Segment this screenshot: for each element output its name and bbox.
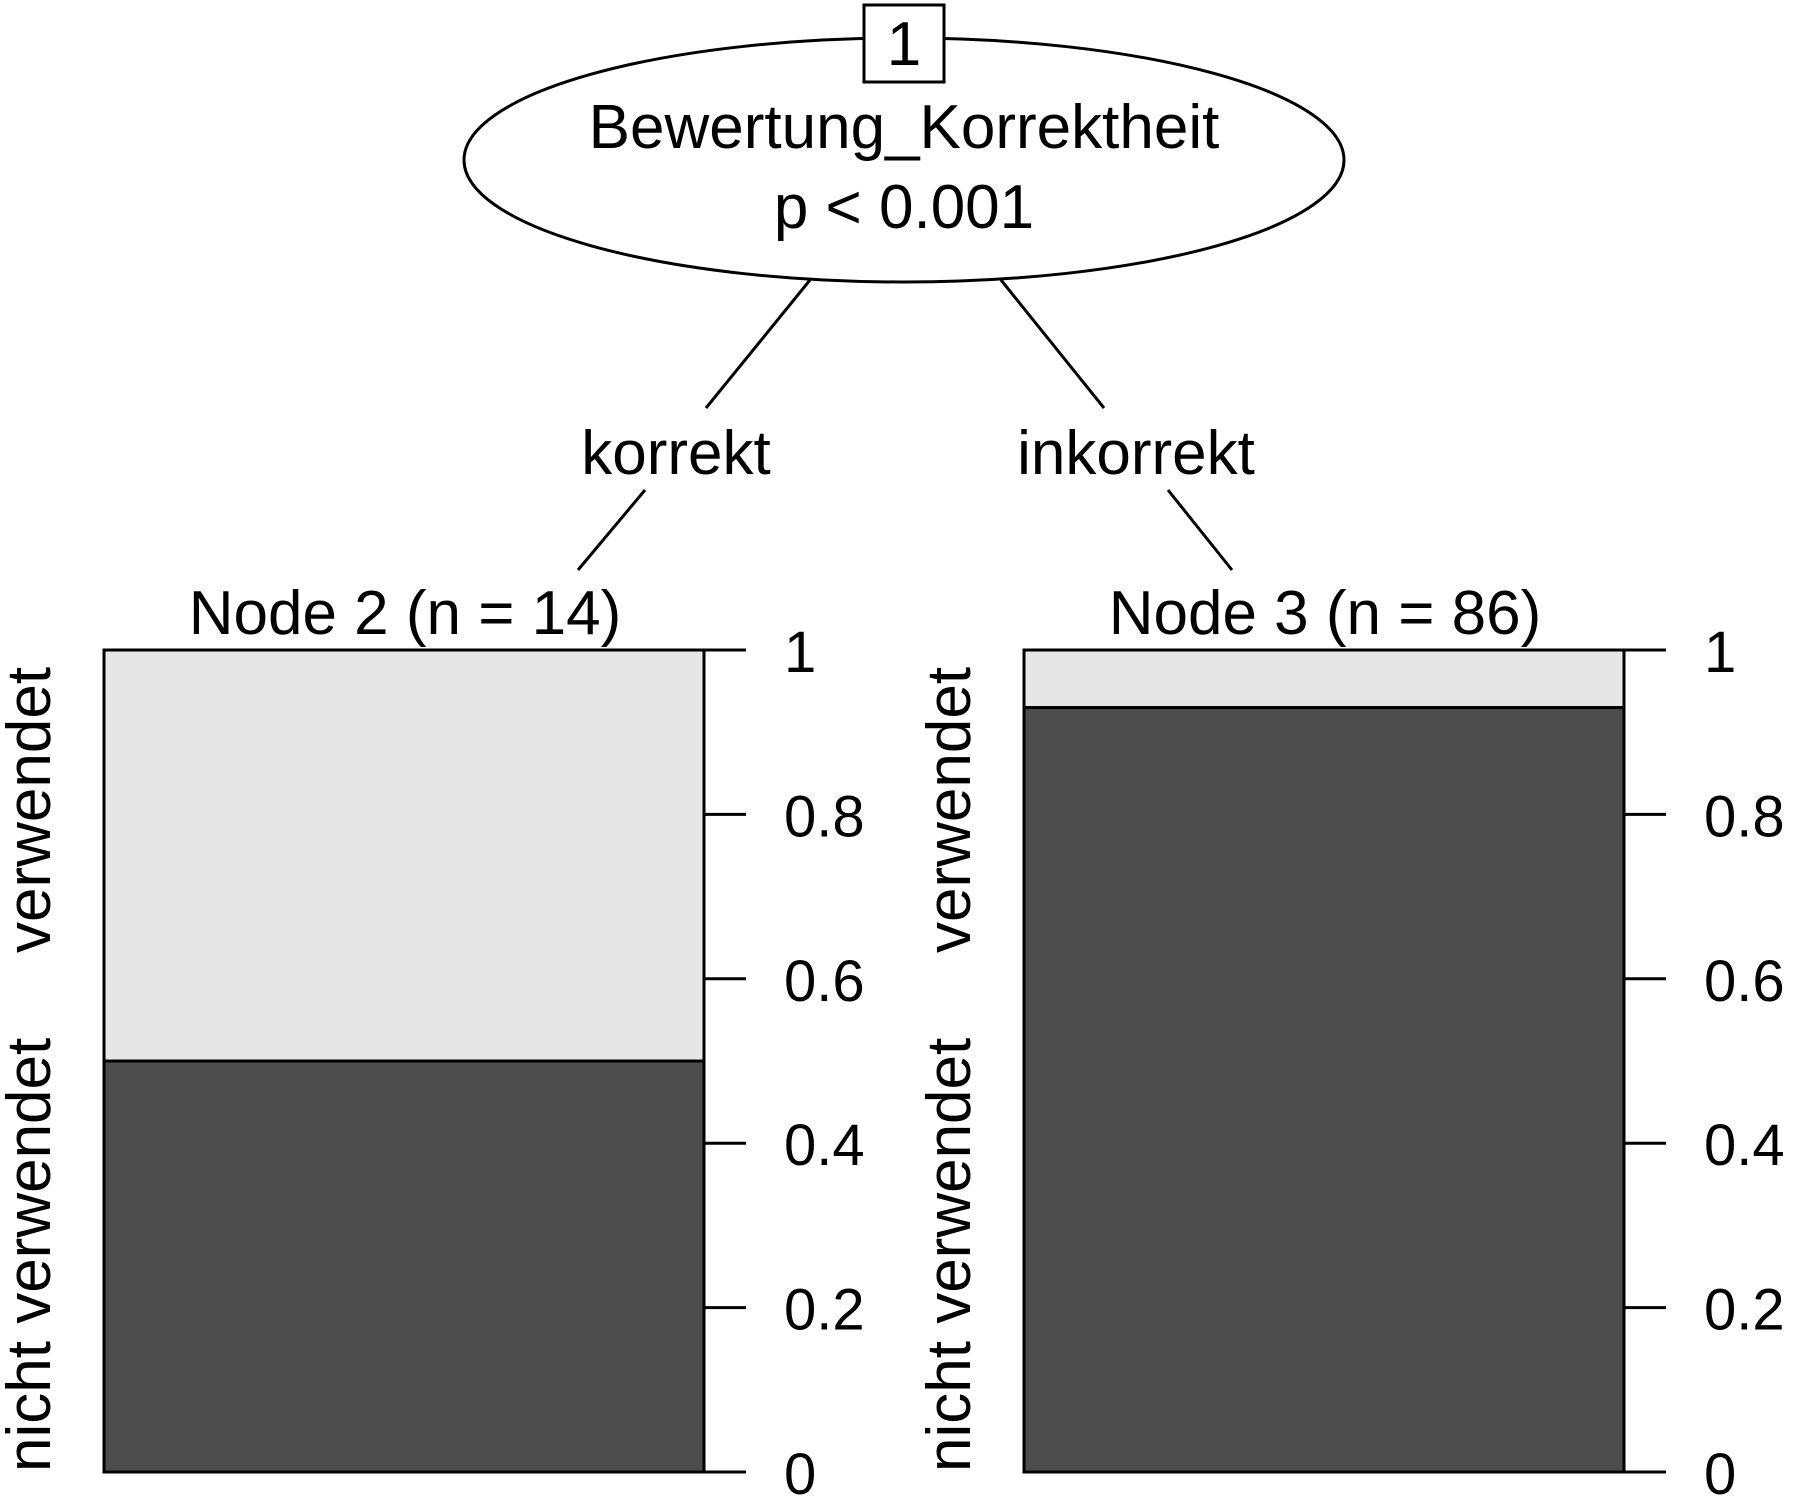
- node3-y-tick-label: 0.8: [1704, 784, 1785, 849]
- node2-bar-panel: 0 0.2 0.4 0.6 0.8 1: [102, 620, 865, 1502]
- edge-label-korrekt: korrekt: [581, 419, 770, 488]
- node3-y-tick-label: 1: [1704, 620, 1736, 685]
- node2-label-verwendet: verwendet: [0, 667, 64, 953]
- node2-y-tick-label: 1: [784, 620, 816, 685]
- node3-bar-verwendet: [1022, 648, 1626, 710]
- node2-title: Node 2 (n = 14): [189, 579, 622, 648]
- edge-right-upper: [999, 279, 1106, 409]
- node2-label-nicht-verwendet: nicht verwendet: [0, 1038, 64, 1472]
- node3-y-tick-label: 0.4: [1704, 1113, 1785, 1178]
- edge-right-lower: [1166, 489, 1234, 571]
- node2-bar-nicht-verwendet: [102, 1059, 706, 1474]
- node3-bar-panel: 0 0.2 0.4 0.6 0.8 1: [1022, 620, 1785, 1502]
- node-id-label: 1: [887, 10, 921, 79]
- node3-y-tick-label: 0.6: [1704, 949, 1785, 1014]
- split-variable-label: Bewertung_Korrektheit: [589, 93, 1220, 162]
- root-node: 1 Bewertung_Korrektheit p < 0.001: [462, 3, 1346, 284]
- node3-y-tick-label: 0.2: [1704, 1278, 1785, 1343]
- node3-label-nicht-verwendet: nicht verwendet: [915, 1038, 984, 1472]
- node2-y-tick-label: 0.6: [784, 949, 865, 1014]
- node3-y-tick-label: 0: [1704, 1442, 1736, 1502]
- node-id-box: [862, 3, 946, 84]
- p-value-label: p < 0.001: [774, 173, 1034, 242]
- edge-left-upper: [704, 279, 812, 409]
- node3-title: Node 3 (n = 86): [1109, 579, 1542, 648]
- edge-left-lower: [576, 489, 647, 571]
- node2-bar-verwendet: [102, 648, 706, 1063]
- node2-y-tick-label: 0.8: [784, 784, 865, 849]
- node3-label-verwendet: verwendet: [915, 667, 984, 953]
- node2-y-tick-label: 0.4: [784, 1113, 865, 1178]
- edge-label-inkorrekt: inkorrekt: [1017, 419, 1255, 488]
- node3-bar-nicht-verwendet: [1022, 706, 1626, 1474]
- node2-y-tick-label: 0: [784, 1442, 816, 1502]
- node2-y-tick-label: 0.2: [784, 1278, 865, 1343]
